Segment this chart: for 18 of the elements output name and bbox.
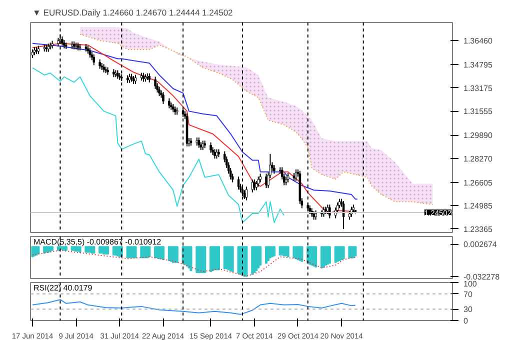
chart-title: ▼ EURUSD.Daily 1.24660 1.24670 1.24444 1.24502 — [32, 8, 234, 18]
y-tick-label: 100 — [464, 280, 478, 288]
y-tick-label: 1.23365 — [464, 224, 493, 234]
y-tick-label: 70 — [464, 290, 473, 299]
y-tick-label: 1.28270 — [464, 154, 493, 164]
y-tick-label: 1.26605 — [464, 178, 493, 188]
y-tick-label: 1.33175 — [464, 84, 493, 93]
y-tick-label: 30 — [464, 305, 473, 314]
y-tick-label: -0.032278 — [464, 272, 500, 282]
y-tick-label: 1.34795 — [464, 60, 493, 70]
y-tick-label: 1.36460 — [464, 36, 493, 46]
y-tick-label: 0.002674 — [464, 240, 498, 250]
y-tick-label: 1.29890 — [464, 131, 493, 140]
y-tick-label: 1.31555 — [464, 107, 493, 116]
chart-title: MACD(5,35,5) -0.009867 -0.010912 — [34, 238, 162, 246]
chart-title: RSI(22) 40.0179 — [34, 284, 93, 292]
y-tick-label: 0 — [464, 316, 468, 326]
y-tick-label: 1.24985 — [464, 202, 493, 211]
